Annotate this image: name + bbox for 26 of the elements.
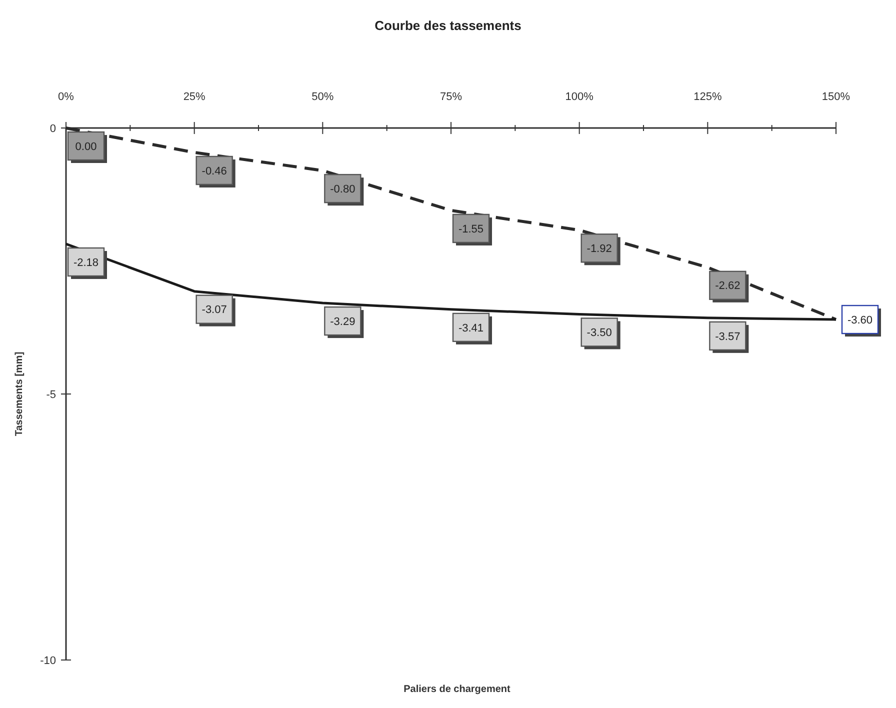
data-label: -0.80 [330,183,356,196]
x-tick-label: 100% [565,91,594,103]
chart-title: Courbe des tassements [374,18,522,33]
data-label: -1.55 [458,223,484,236]
data-label: -3.60 [847,314,873,326]
y-tick-label: -10 [40,654,56,667]
y-tick-label: -5 [46,388,56,401]
data-label: -3.57 [715,330,740,343]
data-label: -3.41 [458,322,484,334]
x-tick-label: 0% [58,91,74,103]
x-tick-label: 150% [822,91,850,103]
x-tick-label: 25% [183,91,206,103]
y-axis-title: Tassements [mm] [14,352,25,436]
data-label: -3.29 [330,316,356,328]
data-label: -3.50 [586,327,612,340]
data-label: -0.46 [202,165,227,178]
x-axis-title: Paliers de chargement [404,684,512,695]
y-tick-label: 0 [50,122,56,135]
x-tick-label: 50% [312,91,334,103]
data-label: -2.18 [73,256,99,269]
data-label: -1.92 [586,242,612,255]
data-label: -3.07 [202,304,227,316]
data-label: -2.62 [715,280,740,292]
data-label: 0.00 [75,140,97,153]
x-tick-label: 75% [440,91,462,103]
x-tick-label: 125% [694,91,722,103]
